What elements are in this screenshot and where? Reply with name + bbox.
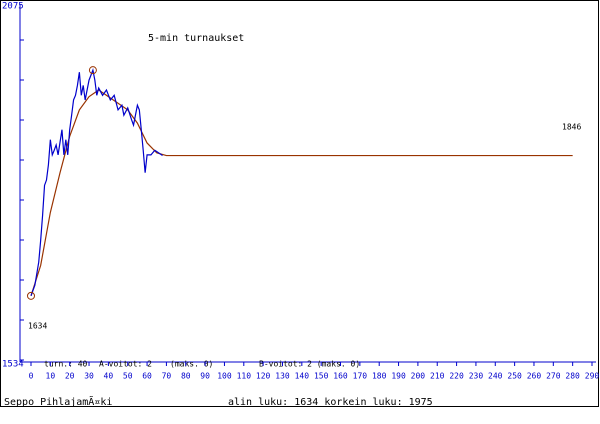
extreme-marker bbox=[88, 66, 97, 75]
x-tick-label: 40 bbox=[104, 372, 114, 381]
stat: (maks. 0) bbox=[170, 360, 213, 369]
x-tick-label: 10 bbox=[46, 372, 56, 381]
stat: A-voitot: 2 bbox=[99, 360, 152, 369]
series-line bbox=[30, 89, 573, 297]
x-tick-label: 250 bbox=[507, 372, 522, 381]
stat: B-voitot: 2 (maks. 0) bbox=[259, 360, 360, 369]
series-line bbox=[30, 68, 163, 297]
x-tick-label: 30 bbox=[84, 372, 94, 381]
extreme-marker bbox=[27, 291, 35, 300]
y-min-label: 1534 bbox=[2, 360, 24, 370]
x-tick-label: 100 bbox=[217, 372, 232, 381]
x-tick-label: 280 bbox=[565, 372, 580, 381]
stat: turn.: 40 bbox=[44, 360, 88, 369]
end-label: 1846 bbox=[562, 123, 581, 132]
x-tick-label: 290 bbox=[585, 372, 600, 381]
x-tick-label: 230 bbox=[469, 372, 484, 381]
x-tick-label: 20 bbox=[65, 372, 75, 381]
frame bbox=[0, 0, 599, 407]
x-tick-label: 270 bbox=[546, 372, 561, 381]
x-tick-label: 70 bbox=[162, 372, 172, 381]
x-tick-label: 50 bbox=[123, 372, 133, 381]
x-tick-label: 170 bbox=[353, 372, 368, 381]
x-tick-label: 90 bbox=[200, 372, 210, 381]
x-tick-label: 220 bbox=[449, 372, 464, 381]
x-tick-label: 0 bbox=[29, 372, 34, 381]
x-tick-label: 210 bbox=[430, 372, 445, 381]
x-tick-label: 80 bbox=[181, 372, 191, 381]
footer-author: Seppo PihlajamÃ¤ki bbox=[4, 395, 112, 408]
x-tick-label: 110 bbox=[237, 372, 252, 381]
x-tick-label: 120 bbox=[256, 372, 271, 381]
x-tick-label: 200 bbox=[411, 372, 426, 381]
x-tick-label: 140 bbox=[295, 372, 310, 381]
x-tick-label: 60 bbox=[142, 372, 152, 381]
x-tick-label: 240 bbox=[488, 372, 503, 381]
min-label: 1634 bbox=[28, 322, 47, 331]
x-tick-label: 160 bbox=[333, 372, 348, 381]
y-max-label: 2075 bbox=[2, 2, 24, 12]
x-tick-label: 190 bbox=[391, 372, 406, 381]
x-tick-label: 150 bbox=[314, 372, 329, 381]
x-tick-label: 260 bbox=[527, 372, 542, 381]
chart-title: 5-min turnaukset bbox=[148, 33, 244, 44]
footer-summary: alin luku: 1634 korkein luku: 1975 bbox=[228, 397, 433, 408]
x-tick-label: 130 bbox=[275, 372, 290, 381]
x-tick-label: 180 bbox=[372, 372, 387, 381]
